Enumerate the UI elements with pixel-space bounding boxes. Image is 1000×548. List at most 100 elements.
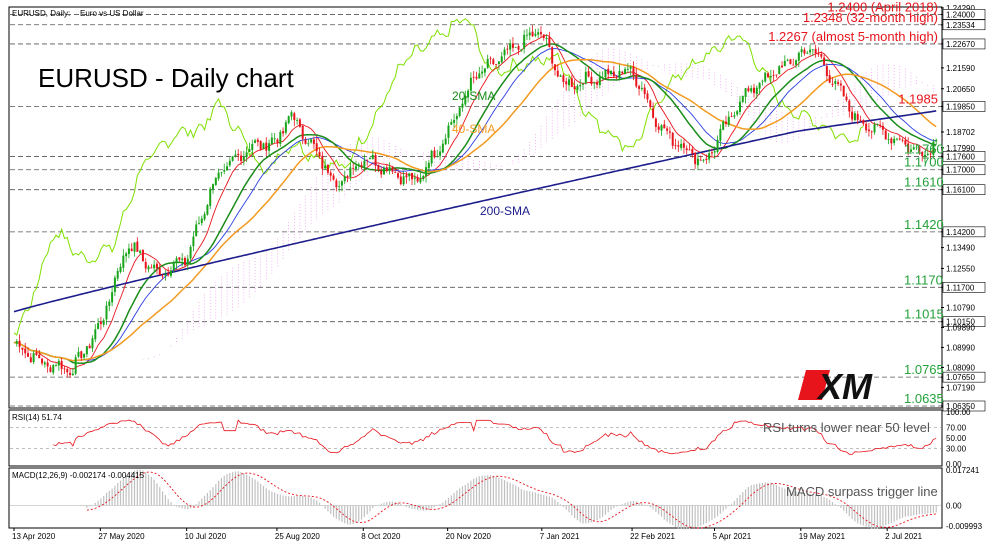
candle-body <box>144 261 147 269</box>
candle-body <box>411 172 414 180</box>
candle-body <box>837 82 840 84</box>
candle-body <box>441 143 444 153</box>
candle-body <box>259 140 262 150</box>
candle-body <box>582 83 585 85</box>
candle-body <box>453 119 456 123</box>
candle-body <box>806 52 809 54</box>
price-tick-label: 1.13490 <box>946 244 975 253</box>
candle-body <box>374 154 377 166</box>
candle-body <box>548 37 551 48</box>
candle-body <box>856 114 859 120</box>
candle-body <box>262 143 265 149</box>
price-tick-label: 1.21590 <box>946 64 975 73</box>
candle-body <box>727 116 730 125</box>
candle-body <box>486 58 489 68</box>
candle-body <box>579 85 582 87</box>
candle-body <box>38 354 41 359</box>
candle-body <box>764 72 767 82</box>
candle-body <box>652 108 655 118</box>
candle-body <box>923 154 926 157</box>
macd-header: MACD(12,26,9) -0.002174 -0.004415 <box>12 471 145 480</box>
candle-body <box>237 153 240 156</box>
candle-body <box>290 112 293 117</box>
candle-body <box>570 78 573 87</box>
candle-body <box>391 167 394 172</box>
candle-body <box>183 257 186 266</box>
rsi-tick-label: 70.00 <box>946 424 967 433</box>
candle-body <box>63 368 66 370</box>
candle-body <box>705 158 708 160</box>
candle-body <box>315 143 318 152</box>
candle-body <box>24 348 27 354</box>
sma40-line <box>13 58 937 362</box>
candle-body <box>21 347 24 350</box>
candle-body <box>814 48 817 54</box>
candle-body <box>660 125 663 131</box>
candle-body <box>483 68 486 73</box>
candle-body <box>279 131 282 144</box>
rsi-tick-label: 0.00 <box>946 460 962 469</box>
candle-body <box>867 129 870 132</box>
candle-body <box>598 77 601 86</box>
candle-body <box>610 70 613 75</box>
price-tick-label: 1.17990 <box>946 144 975 153</box>
candle-body <box>565 81 568 85</box>
candle-body <box>495 64 498 65</box>
candle-body <box>587 71 590 77</box>
candle-body <box>338 185 341 187</box>
chart-title: EURUSD - Daily chart <box>38 63 294 93</box>
candle-body <box>368 158 371 159</box>
candle-body <box>809 49 812 53</box>
candle-body <box>839 83 842 86</box>
price-tick-label: 1.11700 <box>946 283 975 292</box>
macd-panel <box>8 467 943 529</box>
sma20-label: 20-SMA <box>452 89 495 103</box>
date-tick-label: 25 Aug 2020 <box>275 532 320 541</box>
candle-body <box>307 143 310 145</box>
price-tag <box>942 19 986 31</box>
candle-body <box>853 113 856 121</box>
level-label: 1.1985 <box>898 92 938 107</box>
candle-body <box>528 32 531 36</box>
candle-body <box>909 149 912 152</box>
candle-body <box>231 156 234 161</box>
candle-body <box>517 46 520 50</box>
candle-body <box>223 170 226 172</box>
price-tag <box>942 400 986 412</box>
candle-body <box>217 172 220 179</box>
candle-body <box>164 274 167 276</box>
rsi-header: RSI(14) 51.74 <box>12 413 62 422</box>
candles <box>15 25 938 378</box>
candle-body <box>122 255 125 268</box>
candle-body <box>461 103 464 108</box>
candle-body <box>209 188 212 206</box>
candle-body <box>49 367 52 372</box>
candle-body <box>671 132 674 146</box>
candle-body <box>475 76 478 79</box>
candle-body <box>738 101 741 112</box>
price-tag <box>942 101 986 112</box>
candle-body <box>66 368 69 373</box>
price-tick-label: 1.12550 <box>946 264 975 273</box>
candle-body <box>753 87 755 94</box>
candle-body <box>413 177 416 179</box>
candle-body <box>433 150 436 158</box>
candle-body <box>377 165 380 171</box>
rsi-panel <box>8 409 943 467</box>
candle-body <box>503 49 506 56</box>
candle-body <box>778 66 781 74</box>
candle-body <box>304 139 307 144</box>
price-tick-label: 1.08990 <box>946 343 975 352</box>
candle-body <box>674 145 677 146</box>
candle-body <box>43 362 46 365</box>
candle-body <box>783 60 786 67</box>
price-tick-label: 1.18702 <box>946 128 975 137</box>
candle-body <box>422 176 425 180</box>
candle-body <box>458 107 461 116</box>
level-label: 1.0635 <box>904 391 944 406</box>
candle-body <box>834 81 837 84</box>
candle-body <box>242 156 245 161</box>
candle-body <box>511 43 514 48</box>
candle-body <box>666 128 669 131</box>
